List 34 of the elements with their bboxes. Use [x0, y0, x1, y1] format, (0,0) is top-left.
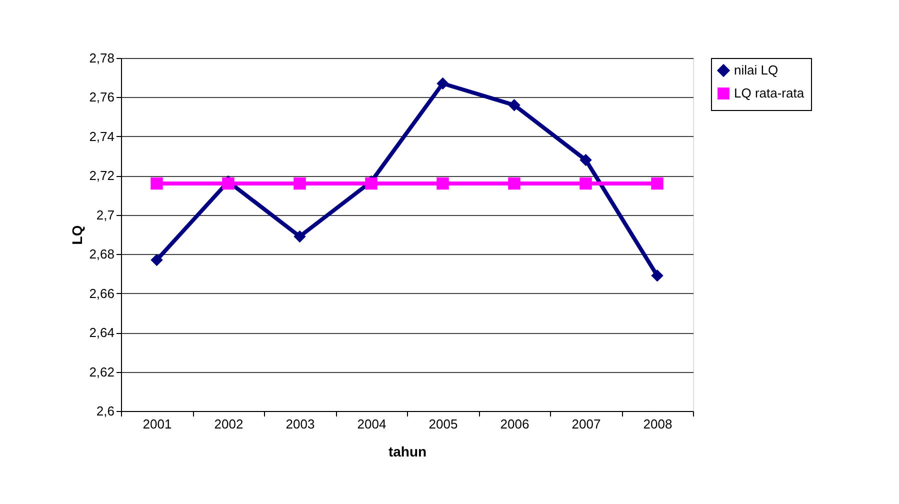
- y-axis-title: LQ: [69, 225, 86, 245]
- point: [651, 177, 664, 190]
- x-tick-label: 2001: [142, 416, 172, 432]
- y-tick-label: 2,7: [96, 207, 114, 222]
- point: [508, 177, 520, 190]
- x-tick-label: 2005: [428, 416, 458, 432]
- x-axis-title: tahun: [388, 444, 427, 460]
- x-tick-label: 2002: [214, 416, 244, 432]
- y-tick-label: 2,68: [89, 246, 114, 262]
- y-tick-label: 2,6: [96, 404, 114, 418]
- y-tick-label: 2,74: [89, 128, 114, 144]
- y-tick-label: 2,66: [89, 286, 114, 301]
- y-tick-label: 2,72: [89, 168, 114, 184]
- y-tick-label: 2,64: [89, 325, 114, 340]
- x-tick-label: 2003: [286, 416, 315, 432]
- legend-label: LQ rata-rata: [734, 86, 805, 100]
- point: [294, 177, 306, 190]
- y-tick-label: 2,78: [89, 50, 114, 66]
- y-tick-label: 2,62: [89, 364, 114, 380]
- point: [651, 270, 664, 282]
- x-tick-label: 2008: [643, 416, 672, 432]
- point: [508, 98, 520, 112]
- point: [436, 177, 449, 190]
- x-tick-label: 2006: [500, 416, 530, 432]
- y-tick-label: 2,76: [89, 90, 114, 105]
- point: [580, 177, 592, 190]
- point: [580, 154, 592, 166]
- x-tick-label: 2004: [357, 416, 386, 432]
- point: [436, 77, 449, 90]
- point: [150, 254, 163, 266]
- x-tick-label: 2007: [572, 416, 601, 432]
- point: [150, 177, 163, 190]
- point: [294, 230, 306, 243]
- legend-label: nilai LQ: [734, 62, 778, 78]
